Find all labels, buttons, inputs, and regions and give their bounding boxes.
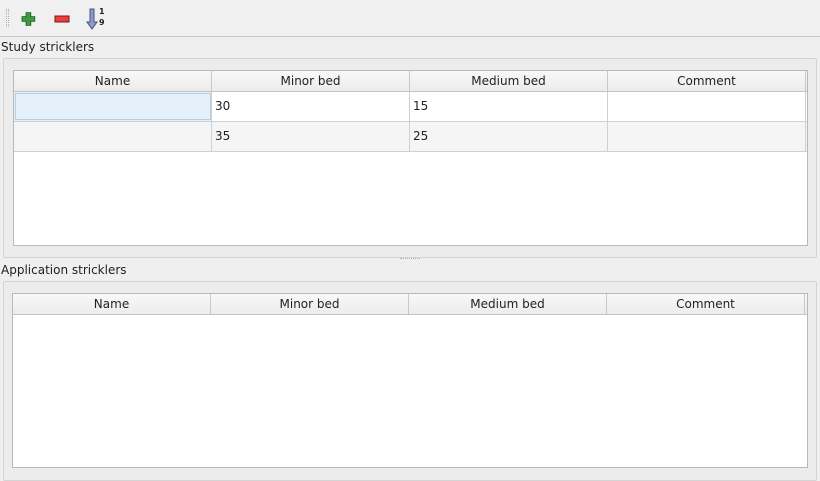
minus-icon bbox=[54, 15, 70, 23]
sort-bottom-digit: 9 bbox=[99, 18, 105, 27]
column-header-minor-bed[interactable]: Minor bed bbox=[211, 294, 409, 314]
table-row[interactable]: 30 15 bbox=[14, 92, 807, 122]
application-table[interactable]: Name Minor bed Medium bed Comment bbox=[12, 293, 808, 468]
study-group: Name Minor bed Medium bed Comment 30 15 … bbox=[3, 58, 817, 258]
application-group: Name Minor bed Medium bed Comment bbox=[3, 281, 817, 481]
add-button[interactable] bbox=[18, 8, 40, 30]
study-table[interactable]: Name Minor bed Medium bed Comment 30 15 … bbox=[13, 70, 808, 246]
sort-ascending-icon bbox=[86, 8, 98, 30]
sort-button[interactable]: 1 9 bbox=[84, 7, 106, 30]
cell-minor-bed[interactable]: 30 bbox=[212, 92, 410, 121]
table-row[interactable]: 35 25 bbox=[14, 122, 807, 152]
cell-medium-bed[interactable]: 15 bbox=[410, 92, 608, 121]
table-header: Name Minor bed Medium bed Comment bbox=[14, 71, 807, 92]
column-header-minor-bed[interactable]: Minor bed bbox=[212, 71, 410, 91]
table-header: Name Minor bed Medium bed Comment bbox=[13, 294, 807, 315]
cell-name[interactable] bbox=[14, 92, 212, 121]
application-section-title: Application stricklers bbox=[1, 263, 127, 277]
column-header-medium-bed[interactable]: Medium bed bbox=[409, 294, 607, 314]
plus-icon bbox=[21, 12, 36, 26]
cell-minor-bed[interactable]: 35 bbox=[212, 122, 410, 151]
splitter-handle[interactable] bbox=[400, 258, 420, 259]
sort-top-digit: 1 bbox=[99, 7, 105, 16]
column-header-medium-bed[interactable]: Medium bed bbox=[410, 71, 608, 91]
column-header-comment[interactable]: Comment bbox=[607, 294, 805, 314]
toolbar: 1 9 bbox=[0, 0, 820, 37]
remove-button[interactable] bbox=[51, 8, 73, 30]
cell-name[interactable] bbox=[14, 122, 212, 151]
column-header-name[interactable]: Name bbox=[13, 294, 211, 314]
toolbar-grip[interactable] bbox=[6, 9, 9, 27]
column-header-comment[interactable]: Comment bbox=[608, 71, 806, 91]
column-header-name[interactable]: Name bbox=[14, 71, 212, 91]
cell-comment[interactable] bbox=[608, 122, 806, 151]
study-section-title: Study stricklers bbox=[1, 40, 95, 54]
cell-medium-bed[interactable]: 25 bbox=[410, 122, 608, 151]
cell-comment[interactable] bbox=[608, 92, 806, 121]
